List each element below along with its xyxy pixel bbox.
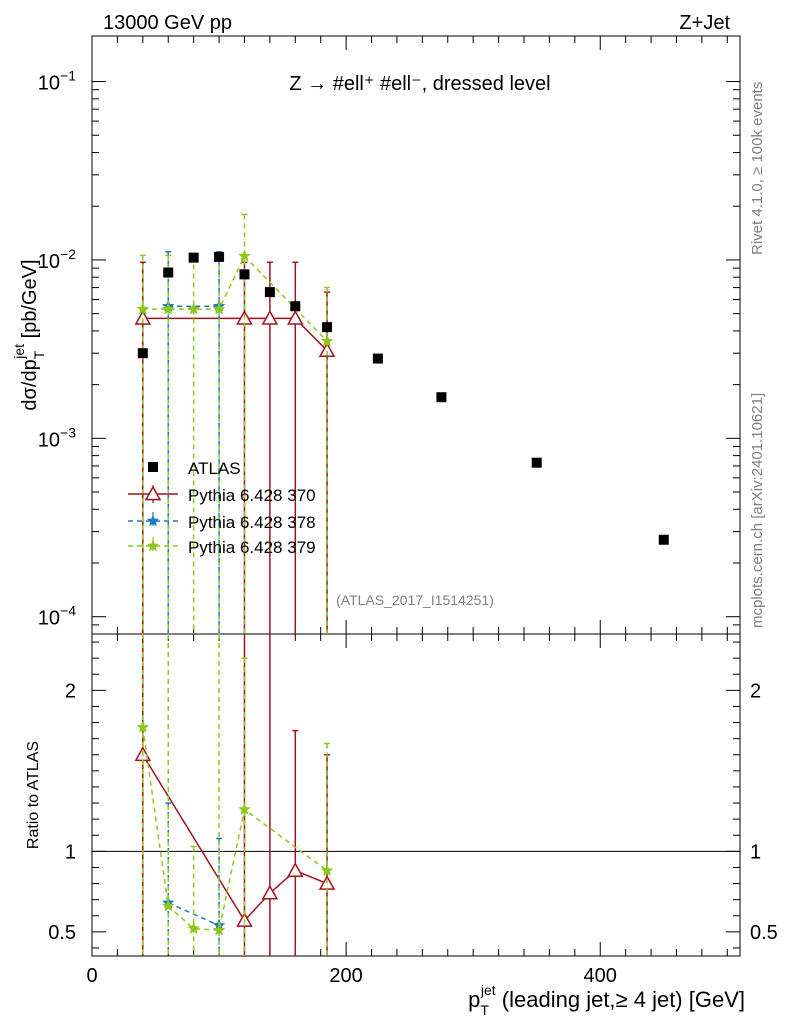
tick-labels: 0 200 400 10−4 10−3 10−2 10−1 0.5 0.5 1 1 2 2 [38, 68, 778, 987]
ratio-tick-label: 1 [65, 841, 76, 863]
legend-marker [146, 514, 160, 527]
atlas-data-point [290, 301, 301, 312]
side-label-mcplots: mcplots.cern.ch [arXiv:2401.10621] [749, 393, 766, 628]
series-point [320, 334, 334, 347]
ratio-point [212, 923, 226, 936]
legend-marker [144, 485, 162, 501]
analysis-label: (ATLAS_2017_I1514251) [336, 592, 494, 608]
series-point [238, 249, 251, 262]
series-point [161, 302, 175, 315]
header-right: Z+Jet [679, 12, 730, 34]
series-point [187, 302, 201, 315]
atlas-data-point [531, 457, 542, 468]
y-tick-label: 10−1 [38, 68, 76, 95]
atlas-data-point [322, 322, 333, 333]
y-axis-title-sup: jet [11, 344, 27, 360]
process-label: Z → #ell⁺ #ell⁻, dressed level [289, 73, 550, 95]
atlas-data-point [188, 252, 199, 263]
ratio-plot-marks [92, 634, 740, 956]
y-tick-label: 10−2 [38, 246, 76, 273]
atlas-data-point [436, 392, 447, 403]
atlas-data-point [137, 348, 148, 359]
atlas-data-point [372, 353, 383, 364]
ratio-series-line [142, 754, 328, 922]
series-line [142, 254, 328, 342]
main-plot-marks [134, 213, 669, 634]
atlas-data-point [658, 534, 669, 545]
x-axis-title-sup: jet [480, 982, 496, 998]
atlas-data-point [239, 269, 250, 280]
ratio-tick-label-right: 2 [750, 680, 761, 702]
side-label-rivet: Rivet 4.1.0, ≥ 100k events [749, 82, 766, 255]
ratio-point [320, 864, 334, 877]
ratio-tick-label-right: 1 [750, 841, 761, 863]
ratio-point [136, 720, 150, 733]
ratio-point [238, 802, 251, 815]
legend-label: Pythia 6.428 370 [188, 486, 316, 505]
series-point [261, 309, 279, 325]
legend-label: Pythia 6.428 378 [188, 513, 316, 532]
y-axis-title-main: dσ/dp [19, 359, 41, 410]
y-tick-label: 10−4 [38, 603, 76, 630]
series-point [212, 302, 226, 315]
atlas-data-point [163, 267, 174, 278]
ratio-series-line [142, 727, 328, 932]
header-left: 13000 GeV pp [103, 12, 232, 34]
ratio-axis-title: Ratio to ATLAS [25, 741, 42, 849]
y-tick-label: 10−3 [38, 424, 76, 451]
y-axis-title: dσ/dpTjet [pb/GeV] [11, 259, 47, 410]
ratio-tick-label: 0.5 [48, 922, 76, 944]
x-axis-title-sub: T [480, 1002, 489, 1018]
series-point [136, 302, 150, 315]
ratio-point [187, 921, 201, 935]
legend: ATLAS Pythia 6.428 370 Pythia 6.428 378 Pyt… [128, 459, 316, 557]
atlas-data-point [214, 251, 225, 262]
series-point [134, 309, 152, 325]
ratio-tick-label-right: 0.5 [750, 922, 778, 944]
x-tick-label: 200 [329, 965, 362, 987]
y-axis-title-unit: [pb/GeV] [19, 259, 41, 344]
ratio-point [261, 884, 279, 900]
ratio-tick-label: 2 [65, 680, 76, 702]
legend-label: Pythia 6.428 379 [188, 538, 316, 557]
y-axis-title-sub: T [31, 350, 47, 359]
legend-marker [146, 539, 160, 552]
ratio-plot-frame [91, 633, 741, 957]
x-axis-title-p: p [468, 987, 480, 1012]
legend-marker-atlas [148, 462, 158, 472]
x-axis-title-rest: (leading jet,≥ 4 jet) [GeV] [496, 987, 745, 1012]
ratio-point [287, 862, 304, 878]
legend-label: ATLAS [188, 459, 241, 478]
ratio-point [161, 899, 175, 912]
x-axis-title: pTjet (leading jet,≥ 4 jet) [GeV] [468, 982, 745, 1018]
x-tick-label: 400 [584, 965, 617, 987]
series-point [287, 309, 304, 325]
series-point [318, 342, 336, 358]
x-tick-label: 0 [86, 965, 97, 987]
atlas-data-point [264, 287, 275, 298]
